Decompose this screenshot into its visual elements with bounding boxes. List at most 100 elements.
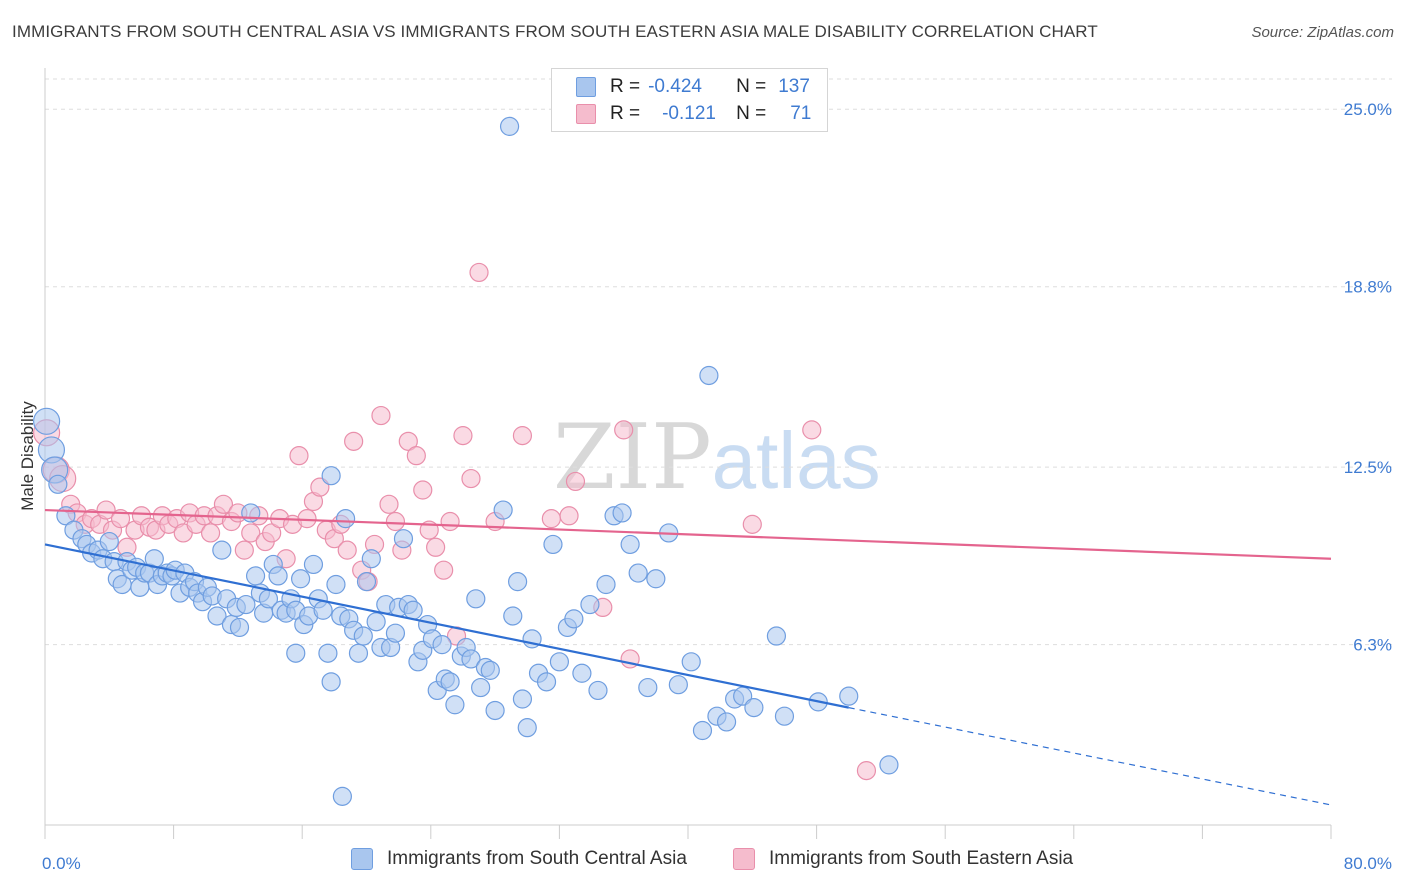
data-point-south-central-asia <box>612 503 632 523</box>
legend-label: Immigrants from South Eastern Asia <box>769 848 1074 869</box>
data-point-south-central-asia <box>503 606 523 626</box>
data-point-south-eastern-asia <box>541 509 561 529</box>
data-point-south-central-asia <box>33 407 61 435</box>
data-point-south-central-asia <box>620 534 640 555</box>
data-point-south-central-asia <box>229 617 250 638</box>
series-south-eastern-asia <box>33 262 877 781</box>
data-point-south-central-asia <box>681 652 701 672</box>
data-point-south-eastern-asia <box>512 426 533 446</box>
data-point-south-central-asia <box>564 609 584 629</box>
series-south-central-asia <box>33 116 899 806</box>
data-point-south-eastern-asia <box>337 540 357 560</box>
data-point-south-central-asia <box>839 686 859 706</box>
stats-row-south-central-asia: R = -0.424 N = 137 <box>552 73 810 101</box>
data-point-south-central-asia <box>588 680 608 701</box>
data-point-south-central-asia <box>580 594 600 615</box>
data-point-south-eastern-asia <box>213 494 234 514</box>
trend-lines <box>44 508 1332 806</box>
stats-n-label: N = <box>736 76 767 97</box>
data-point-south-central-asia <box>336 509 356 529</box>
data-point-south-eastern-asia <box>398 431 418 451</box>
data-point-south-central-asia <box>48 474 68 494</box>
data-point-south-central-asia <box>536 672 557 692</box>
data-point-south-central-asia <box>493 500 513 520</box>
stats-r-value: -0.121 <box>662 103 716 124</box>
grid-lines <box>45 78 1392 646</box>
data-point-south-eastern-asia <box>379 494 399 514</box>
data-point-south-central-asia <box>879 755 899 775</box>
data-point-south-eastern-asia <box>344 431 364 451</box>
data-point-south-eastern-asia <box>426 537 446 557</box>
data-point-south-central-asia <box>646 569 666 589</box>
data-point-south-central-asia <box>236 594 256 615</box>
data-point-south-eastern-asia <box>413 480 433 500</box>
stats-r-label: R = <box>610 76 641 97</box>
data-point-south-eastern-asia <box>565 471 586 492</box>
data-point-south-central-asia <box>596 574 616 595</box>
legend-item-south-eastern-asia[interactable]: Immigrants from South Eastern Asia <box>733 848 1073 870</box>
data-point-south-central-asia <box>286 643 306 663</box>
data-point-south-central-asia <box>549 652 570 672</box>
data-point-south-central-asia <box>572 663 592 683</box>
data-point-south-eastern-asia <box>856 761 877 781</box>
watermark-atlas: atlas <box>711 416 881 505</box>
data-point-south-central-asia <box>366 612 386 632</box>
data-point-south-central-asia <box>517 718 537 738</box>
stats-row-south-eastern-asia: R = -0.121 N = 71 <box>552 100 811 128</box>
data-point-south-central-asia <box>326 574 346 595</box>
data-point-south-eastern-asia <box>385 511 406 532</box>
data-point-south-central-asia <box>445 695 465 715</box>
data-point-south-central-asia <box>318 643 338 663</box>
data-point-south-central-asia <box>480 660 500 680</box>
data-point-south-eastern-asia <box>559 506 579 526</box>
data-point-south-eastern-asia <box>461 468 481 489</box>
data-point-south-central-asia <box>638 677 658 698</box>
data-point-south-eastern-asia <box>614 420 634 440</box>
legend-label: Immigrants from South Central Asia <box>387 848 687 869</box>
legend-item-south-central-asia[interactable]: Immigrants from South Central Asia <box>351 848 687 870</box>
data-point-south-central-asia <box>321 466 341 486</box>
stats-box: R = -0.424 N = 137 R = -0.121 N = 71 <box>551 68 828 132</box>
data-point-south-central-asia <box>440 672 460 692</box>
data-point-south-central-asia <box>512 689 533 709</box>
data-point-south-eastern-asia <box>96 500 116 520</box>
data-point-south-central-asia <box>508 572 528 592</box>
chart-title: IMMIGRANTS FROM SOUTH CENTRAL ASIA VS IM… <box>12 22 1098 41</box>
data-point-south-central-asia <box>313 600 333 620</box>
stats-n-value: 71 <box>790 103 812 124</box>
data-point-south-eastern-asia <box>200 523 221 543</box>
data-point-south-central-asia <box>353 626 373 646</box>
data-point-south-eastern-asia <box>241 523 261 543</box>
data-point-south-central-asia <box>207 606 227 626</box>
data-point-south-central-asia <box>403 600 423 620</box>
stats-n-label: N = <box>736 103 767 124</box>
data-point-south-central-asia <box>432 635 452 655</box>
trend-line-south-eastern-asia <box>44 508 1332 560</box>
data-point-south-central-asia <box>766 626 787 646</box>
legend: Immigrants from South Central Asia Immig… <box>0 848 1406 880</box>
legend-swatch-blue <box>351 848 373 870</box>
y-tick-label: 12.5% <box>1344 458 1392 477</box>
source-credit: Source: ZipAtlas.com <box>1251 24 1394 41</box>
data-point-south-central-asia <box>348 643 369 663</box>
data-point-south-central-asia <box>290 569 311 589</box>
trend-line-extension-south-central-asia <box>848 707 1332 806</box>
data-point-south-central-asia <box>245 566 266 586</box>
y-tick-label: 6.3% <box>1353 636 1392 655</box>
data-point-south-central-asia <box>332 786 352 806</box>
data-point-south-central-asia <box>241 503 261 523</box>
stats-swatch-blue <box>576 77 596 97</box>
data-point-south-central-asia <box>385 623 406 643</box>
data-point-south-central-asia <box>99 531 119 552</box>
stats-r-label: R = <box>610 103 641 124</box>
data-point-south-eastern-asia <box>742 514 762 534</box>
data-point-south-central-asia <box>471 677 491 698</box>
data-point-south-central-asia <box>692 720 713 741</box>
data-point-south-eastern-asia <box>469 262 489 283</box>
data-point-south-central-asia <box>699 365 719 386</box>
data-point-south-central-asia <box>628 563 648 583</box>
data-point-south-central-asia <box>461 649 481 669</box>
data-point-south-eastern-asia <box>371 405 391 426</box>
data-point-south-central-asia <box>466 589 486 609</box>
